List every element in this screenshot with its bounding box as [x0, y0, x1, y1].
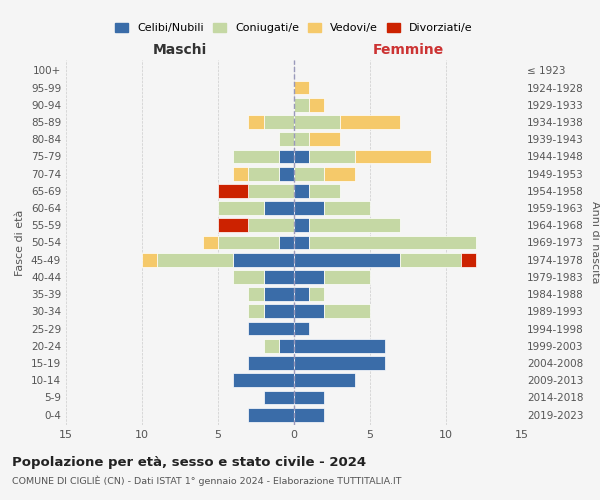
Bar — [309, 218, 400, 232]
Bar — [248, 356, 294, 370]
Bar — [309, 150, 355, 164]
Bar — [263, 288, 294, 301]
Bar — [218, 184, 248, 198]
Bar — [218, 218, 248, 232]
Bar — [263, 390, 294, 404]
Legend: Celibi/Nubili, Coniugati/e, Vedovi/e, Divorziati/e: Celibi/Nubili, Coniugati/e, Vedovi/e, Di… — [111, 18, 477, 38]
Bar — [218, 236, 279, 250]
Bar — [309, 132, 340, 146]
Bar — [325, 304, 370, 318]
Bar — [294, 304, 325, 318]
Bar — [294, 253, 400, 266]
Bar — [233, 150, 279, 164]
Bar — [355, 150, 431, 164]
Bar — [263, 201, 294, 215]
Bar — [263, 339, 279, 352]
Bar — [142, 253, 157, 266]
Bar — [294, 115, 340, 129]
Bar — [294, 270, 325, 284]
Bar — [309, 236, 476, 250]
Bar — [248, 184, 294, 198]
Bar — [294, 339, 385, 352]
Bar — [400, 253, 461, 266]
Bar — [309, 98, 325, 112]
Bar — [248, 288, 263, 301]
Bar — [279, 150, 294, 164]
Bar — [279, 132, 294, 146]
Bar — [294, 408, 325, 422]
Bar — [309, 288, 325, 301]
Bar — [294, 132, 309, 146]
Bar — [248, 322, 294, 336]
Bar — [233, 270, 263, 284]
Bar — [294, 80, 309, 94]
Text: Femmine: Femmine — [373, 42, 443, 56]
Bar — [294, 356, 385, 370]
Bar — [294, 201, 325, 215]
Bar — [294, 150, 309, 164]
Bar — [461, 253, 476, 266]
Bar — [263, 115, 294, 129]
Bar — [325, 166, 355, 180]
Bar — [248, 166, 279, 180]
Bar — [294, 166, 325, 180]
Bar — [309, 184, 340, 198]
Bar — [340, 115, 400, 129]
Bar — [248, 115, 263, 129]
Bar — [279, 166, 294, 180]
Bar — [279, 339, 294, 352]
Bar — [294, 184, 309, 198]
Y-axis label: Fasce di età: Fasce di età — [16, 210, 25, 276]
Bar — [248, 218, 294, 232]
Bar — [294, 288, 309, 301]
Bar — [233, 253, 294, 266]
Bar — [248, 408, 294, 422]
Bar — [294, 98, 309, 112]
Bar — [294, 218, 309, 232]
Bar — [279, 236, 294, 250]
Y-axis label: Anni di nascita: Anni di nascita — [590, 201, 600, 284]
Bar — [203, 236, 218, 250]
Bar — [294, 374, 355, 387]
Bar — [294, 322, 309, 336]
Bar — [233, 166, 248, 180]
Bar — [294, 236, 309, 250]
Bar — [263, 270, 294, 284]
Bar — [325, 201, 370, 215]
Text: Maschi: Maschi — [153, 42, 207, 56]
Bar — [294, 390, 325, 404]
Bar — [263, 304, 294, 318]
Text: COMUNE DI CIGLIÈ (CN) - Dati ISTAT 1° gennaio 2024 - Elaborazione TUTTITALIA.IT: COMUNE DI CIGLIÈ (CN) - Dati ISTAT 1° ge… — [12, 476, 401, 486]
Text: Popolazione per età, sesso e stato civile - 2024: Popolazione per età, sesso e stato civil… — [12, 456, 366, 469]
Bar — [233, 374, 294, 387]
Bar — [218, 201, 263, 215]
Bar — [157, 253, 233, 266]
Bar — [248, 304, 263, 318]
Bar — [325, 270, 370, 284]
